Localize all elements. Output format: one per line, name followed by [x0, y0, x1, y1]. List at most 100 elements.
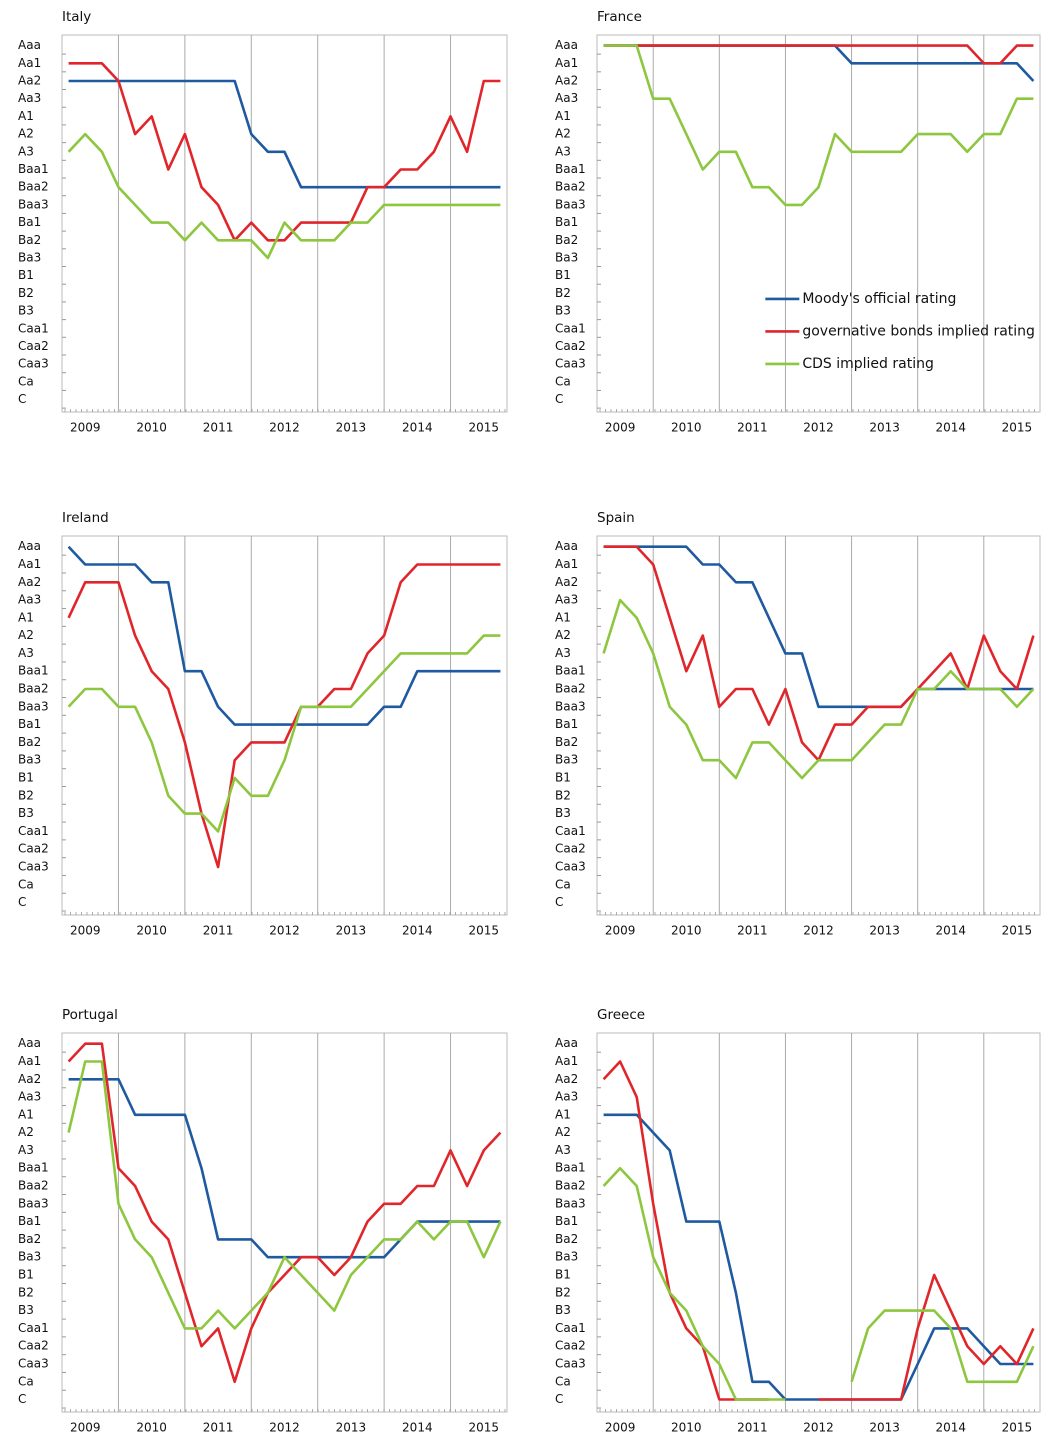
series-line	[602, 1166, 1035, 1401]
x-tick-label: 2015	[468, 924, 499, 938]
y-tick-label: Aa2	[555, 74, 578, 88]
y-tick-label: Ba1	[555, 717, 578, 731]
y-tick-label: Baa2	[555, 1179, 586, 1193]
y-tick-label: A3	[18, 646, 34, 660]
y-tick-label: Aa3	[18, 1090, 41, 1104]
x-tick-label: 2012	[269, 421, 300, 435]
x-tick-label: 2010	[136, 924, 167, 938]
y-tick-label: Caa1	[555, 824, 586, 838]
y-tick-label: Aaa	[18, 539, 41, 553]
y-tick-label: Baa1	[18, 664, 49, 678]
x-tick-label: 2011	[203, 1421, 234, 1435]
y-tick-label: A1	[555, 1107, 571, 1121]
y-tick-label: Ca	[555, 374, 571, 388]
y-tick-label: Aa3	[18, 91, 41, 105]
series-line	[603, 545, 1035, 762]
y-tick-label: Aa1	[555, 557, 578, 571]
plot-frame	[596, 535, 1041, 916]
y-tick-label: A1	[555, 610, 571, 624]
x-tick-label: 2012	[803, 924, 834, 938]
y-tick-label: Ba2	[18, 1232, 41, 1246]
series-line	[603, 545, 1034, 709]
x-tick-label: 2015	[468, 1421, 499, 1435]
y-tick-label: B3	[555, 1303, 571, 1317]
y-tick-label: Caa2	[555, 339, 586, 353]
y-tick-label: Ba1	[18, 717, 41, 731]
y-tick-label: Ba3	[555, 1250, 578, 1264]
x-tick-label: 2009	[70, 421, 101, 435]
x-tick-label: 2011	[203, 924, 234, 938]
y-tick-label: Ba1	[18, 1214, 41, 1228]
y-tick-label: Ba1	[555, 215, 578, 229]
y-tick-label: B2	[18, 286, 34, 300]
series-line	[603, 1113, 1034, 1401]
y-tick-label: B3	[555, 304, 571, 318]
panel-title: Ireland	[62, 510, 109, 526]
x-tick-label: 2014	[402, 924, 433, 938]
y-tick-label: Baa1	[555, 1161, 586, 1175]
y-tick-label: Ba2	[555, 1232, 578, 1246]
y-tick-label: B1	[18, 770, 34, 784]
y-tick-label: B1	[18, 1267, 34, 1281]
x-tick-label: 2014	[402, 421, 433, 435]
y-tick-label: Baa2	[555, 180, 586, 194]
series-line	[67, 563, 501, 869]
y-tick-label: B2	[18, 1285, 34, 1299]
y-tick-label: Ba2	[555, 735, 578, 749]
y-tick-label: A2	[18, 1125, 34, 1139]
x-tick-label: 2013	[336, 421, 367, 435]
y-tick-label: Caa1	[18, 321, 49, 335]
series-line	[67, 1042, 502, 1384]
series-line	[67, 545, 501, 726]
x-tick-label: 2013	[869, 1421, 900, 1435]
panel: Italy Aaa Aa1 Aa2 Aa3 A1 A2 A3 Baa1 Baa2 Baa3 Ba1 Ba…	[18, 9, 508, 435]
panel-title: Spain	[597, 510, 635, 526]
y-tick-label: Caa1	[555, 321, 586, 335]
y-tick-label: Aa3	[555, 593, 578, 607]
series-line	[67, 634, 501, 833]
plot-frame	[61, 535, 508, 916]
y-tick-label: A2	[555, 628, 571, 642]
y-tick-label: Ba1	[18, 215, 41, 229]
y-tick-label: Ca	[555, 1374, 571, 1388]
x-tick-label: 2010	[136, 1421, 167, 1435]
series-line	[603, 44, 1034, 65]
y-tick-label: Baa2	[18, 682, 49, 696]
x-tick-label: 2014	[935, 421, 966, 435]
x-tick-label: 2010	[671, 421, 702, 435]
y-tick-label: Baa3	[18, 197, 49, 211]
y-tick-label: C	[555, 392, 563, 406]
y-tick-label: Baa1	[18, 1161, 49, 1175]
series-line	[68, 79, 501, 189]
y-tick-label: Baa2	[555, 682, 586, 696]
y-tick-label: Ba3	[555, 753, 578, 767]
x-tick-label: 2009	[70, 1421, 101, 1435]
plot-frame	[61, 1032, 508, 1413]
panel: Ireland Aaa Aa1 Aa2 Aa3 A1 A2 A3 Baa1 Baa2 Baa3 Ba1…	[18, 510, 508, 938]
y-tick-label: Caa2	[555, 842, 586, 856]
y-tick-label: B1	[555, 268, 571, 282]
y-tick-label: B1	[18, 268, 34, 282]
y-tick-label: Aa2	[18, 1072, 41, 1086]
y-tick-label: Ba1	[555, 1214, 578, 1228]
y-tick-label: Baa3	[555, 197, 586, 211]
y-tick-label: Ca	[555, 877, 571, 891]
y-tick-label: Caa3	[555, 1356, 586, 1370]
x-tick-label: 2011	[737, 421, 768, 435]
y-tick-label: B1	[555, 1267, 571, 1281]
y-tick-label: B3	[18, 304, 34, 318]
x-tick-label: 2014	[935, 1421, 966, 1435]
x-tick-label: 2014	[402, 1421, 433, 1435]
y-tick-label: C	[18, 392, 26, 406]
x-tick-label: 2009	[605, 924, 636, 938]
y-tick-label: Aa2	[18, 74, 41, 88]
panel-title: Greece	[597, 1007, 645, 1023]
y-tick-label: Aa1	[18, 56, 41, 70]
y-tick-label: A2	[18, 127, 34, 141]
x-tick-label: 2013	[336, 1421, 367, 1435]
y-tick-label: B2	[555, 286, 571, 300]
x-tick-label: 2015	[468, 421, 499, 435]
y-tick-label: C	[555, 1392, 563, 1406]
x-tick-label: 2014	[935, 924, 966, 938]
